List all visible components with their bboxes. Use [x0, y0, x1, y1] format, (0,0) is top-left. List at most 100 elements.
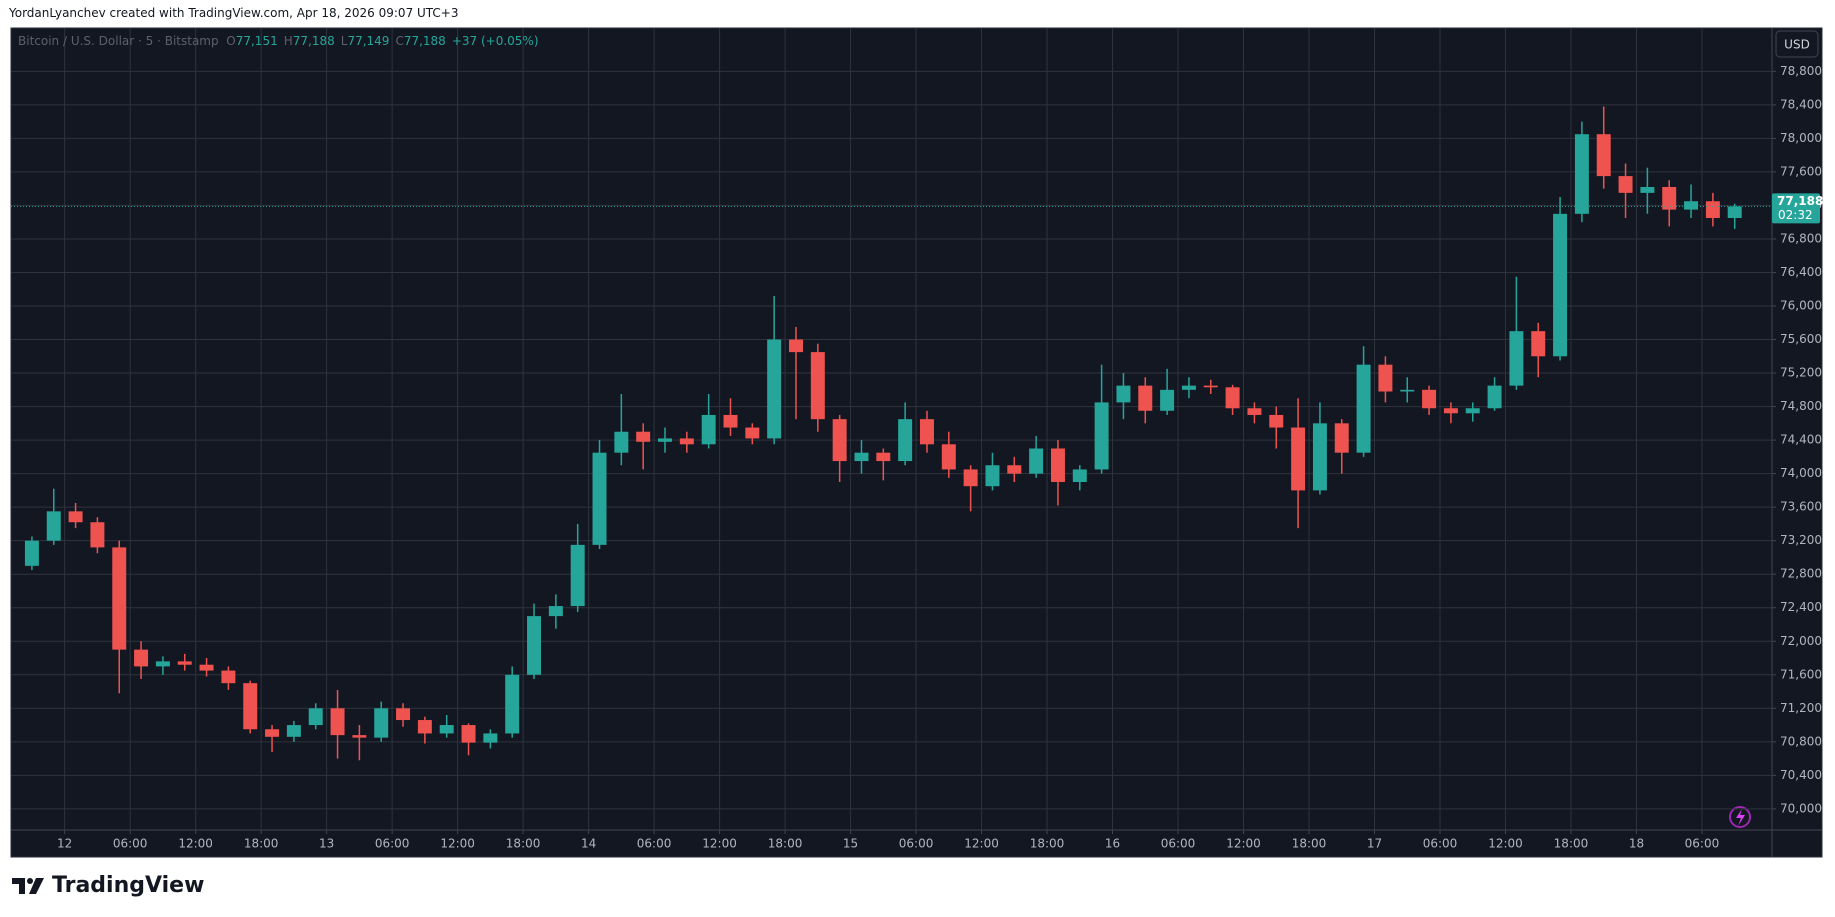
- candle-body: [308, 708, 323, 726]
- x-tick-label: 12:00: [440, 837, 475, 851]
- last-price-box: [1772, 193, 1820, 224]
- x-tick-label: 18:00: [1554, 837, 1589, 851]
- y-tick-label: 75,600: [1780, 332, 1822, 346]
- candle-body: [330, 708, 345, 736]
- candle-body: [1509, 331, 1524, 386]
- currency[interactable]: USD: [1784, 38, 1810, 52]
- ohlc-label: L: [340, 34, 348, 48]
- ohlc-label: O: [226, 34, 236, 48]
- x-tick-label: 12:00: [178, 837, 213, 851]
- candle-body: [483, 733, 498, 743]
- candle-body: [789, 339, 803, 353]
- x-tick-label: 06:00: [1161, 837, 1196, 851]
- candle-body: [1312, 423, 1327, 491]
- candle-body: [461, 725, 476, 743]
- candle-body: [701, 414, 716, 445]
- ohlc-value: 77,188: [403, 34, 446, 48]
- countdown: 02:32: [1778, 208, 1813, 222]
- candle-body: [919, 419, 934, 445]
- y-tick-label: 76,400: [1780, 265, 1822, 279]
- candle-body: [265, 729, 280, 737]
- candle-body: [876, 452, 891, 462]
- x-tick-label: 14: [581, 837, 596, 851]
- candle-body: [1160, 389, 1175, 411]
- y-tick-label: 74,000: [1780, 466, 1822, 480]
- candle-body: [505, 674, 520, 734]
- candle-body: [1291, 427, 1306, 491]
- candle-body: [1138, 385, 1153, 411]
- candle-body: [1378, 364, 1393, 392]
- x-tick-label: 12:00: [1488, 837, 1523, 851]
- candles: [24, 106, 1742, 761]
- x-tick-label: 18:00: [244, 837, 279, 851]
- candle-body: [374, 708, 389, 738]
- last-price-label: 77,188: [1777, 194, 1823, 208]
- candle-body: [1356, 364, 1371, 453]
- x-tick-label: 06:00: [1685, 837, 1720, 851]
- x-tick-label: 13: [319, 837, 334, 851]
- candle-body: [1181, 385, 1196, 390]
- candle-body: [439, 725, 454, 734]
- candle-body: [592, 452, 607, 545]
- candle-body: [243, 683, 258, 730]
- x-tick-label: 06:00: [1423, 837, 1458, 851]
- candle-body: [134, 649, 149, 667]
- x-tick-label: 18:00: [1292, 837, 1327, 851]
- symbol-title: Bitcoin / U.S. Dollar · 5 · Bitstamp: [18, 34, 219, 48]
- candle-body: [963, 469, 978, 487]
- candle-body: [527, 616, 542, 675]
- candle-body: [1465, 408, 1480, 414]
- y-tick-label: 76,800: [1780, 231, 1822, 245]
- candle-body: [854, 452, 869, 462]
- candle-body: [1334, 423, 1349, 453]
- candle-body: [679, 438, 694, 445]
- candle-body: [898, 419, 913, 462]
- y-tick-label: 70,800: [1780, 734, 1822, 748]
- candle-body: [396, 708, 411, 721]
- candle-body: [1596, 134, 1611, 177]
- x-tick-label: 18:00: [1030, 837, 1065, 851]
- x-tick-label: 06:00: [113, 837, 148, 851]
- candle-body: [199, 664, 214, 671]
- candle-body: [1553, 213, 1568, 357]
- candle-body: [155, 661, 170, 667]
- candle-body: [1007, 465, 1022, 474]
- candle-body: [46, 511, 61, 541]
- x-tick-label: 12:00: [1226, 837, 1261, 851]
- y-tick-label: 78,000: [1780, 131, 1822, 145]
- candle-body: [1531, 331, 1546, 357]
- candle-body: [985, 465, 1000, 487]
- candle-body: [1247, 408, 1262, 415]
- candle-body: [1443, 408, 1458, 414]
- candle-body: [177, 661, 192, 665]
- currency-button[interactable]: [1775, 30, 1819, 58]
- candle-body: [1574, 134, 1589, 214]
- candle-body: [286, 725, 301, 737]
- lightning-icon[interactable]: [1729, 806, 1751, 828]
- candle-body: [112, 547, 127, 650]
- y-tick-label: 75,200: [1780, 366, 1822, 380]
- brand-logo: [12, 877, 44, 894]
- candle-body: [68, 511, 83, 523]
- change: +37 (+0.05%): [451, 34, 539, 48]
- y-tick-label: 78,400: [1780, 97, 1822, 111]
- candle-body: [1705, 201, 1720, 219]
- candle-body: [1116, 385, 1131, 403]
- y-tick-label: 73,200: [1780, 533, 1822, 547]
- candle-body: [745, 427, 760, 439]
- brand: TradingView: [12, 873, 204, 898]
- x-tick-label: 18: [1629, 837, 1644, 851]
- candle-body: [1400, 389, 1415, 392]
- candle-body: [90, 522, 105, 548]
- symbol-legend: Bitcoin / U.S. Dollar · 5 · Bitstamp O 77…: [18, 34, 545, 48]
- x-tick-label: 06:00: [899, 837, 934, 851]
- x-tick-label: 12: [57, 837, 72, 851]
- y-tick-label: 74,400: [1780, 433, 1822, 447]
- candle-body: [1422, 389, 1437, 409]
- y-tick-label: 70,000: [1780, 801, 1822, 815]
- y-tick-label: 70,400: [1780, 768, 1822, 782]
- y-tick-label: 72,400: [1780, 600, 1822, 614]
- candle-body: [1072, 469, 1087, 483]
